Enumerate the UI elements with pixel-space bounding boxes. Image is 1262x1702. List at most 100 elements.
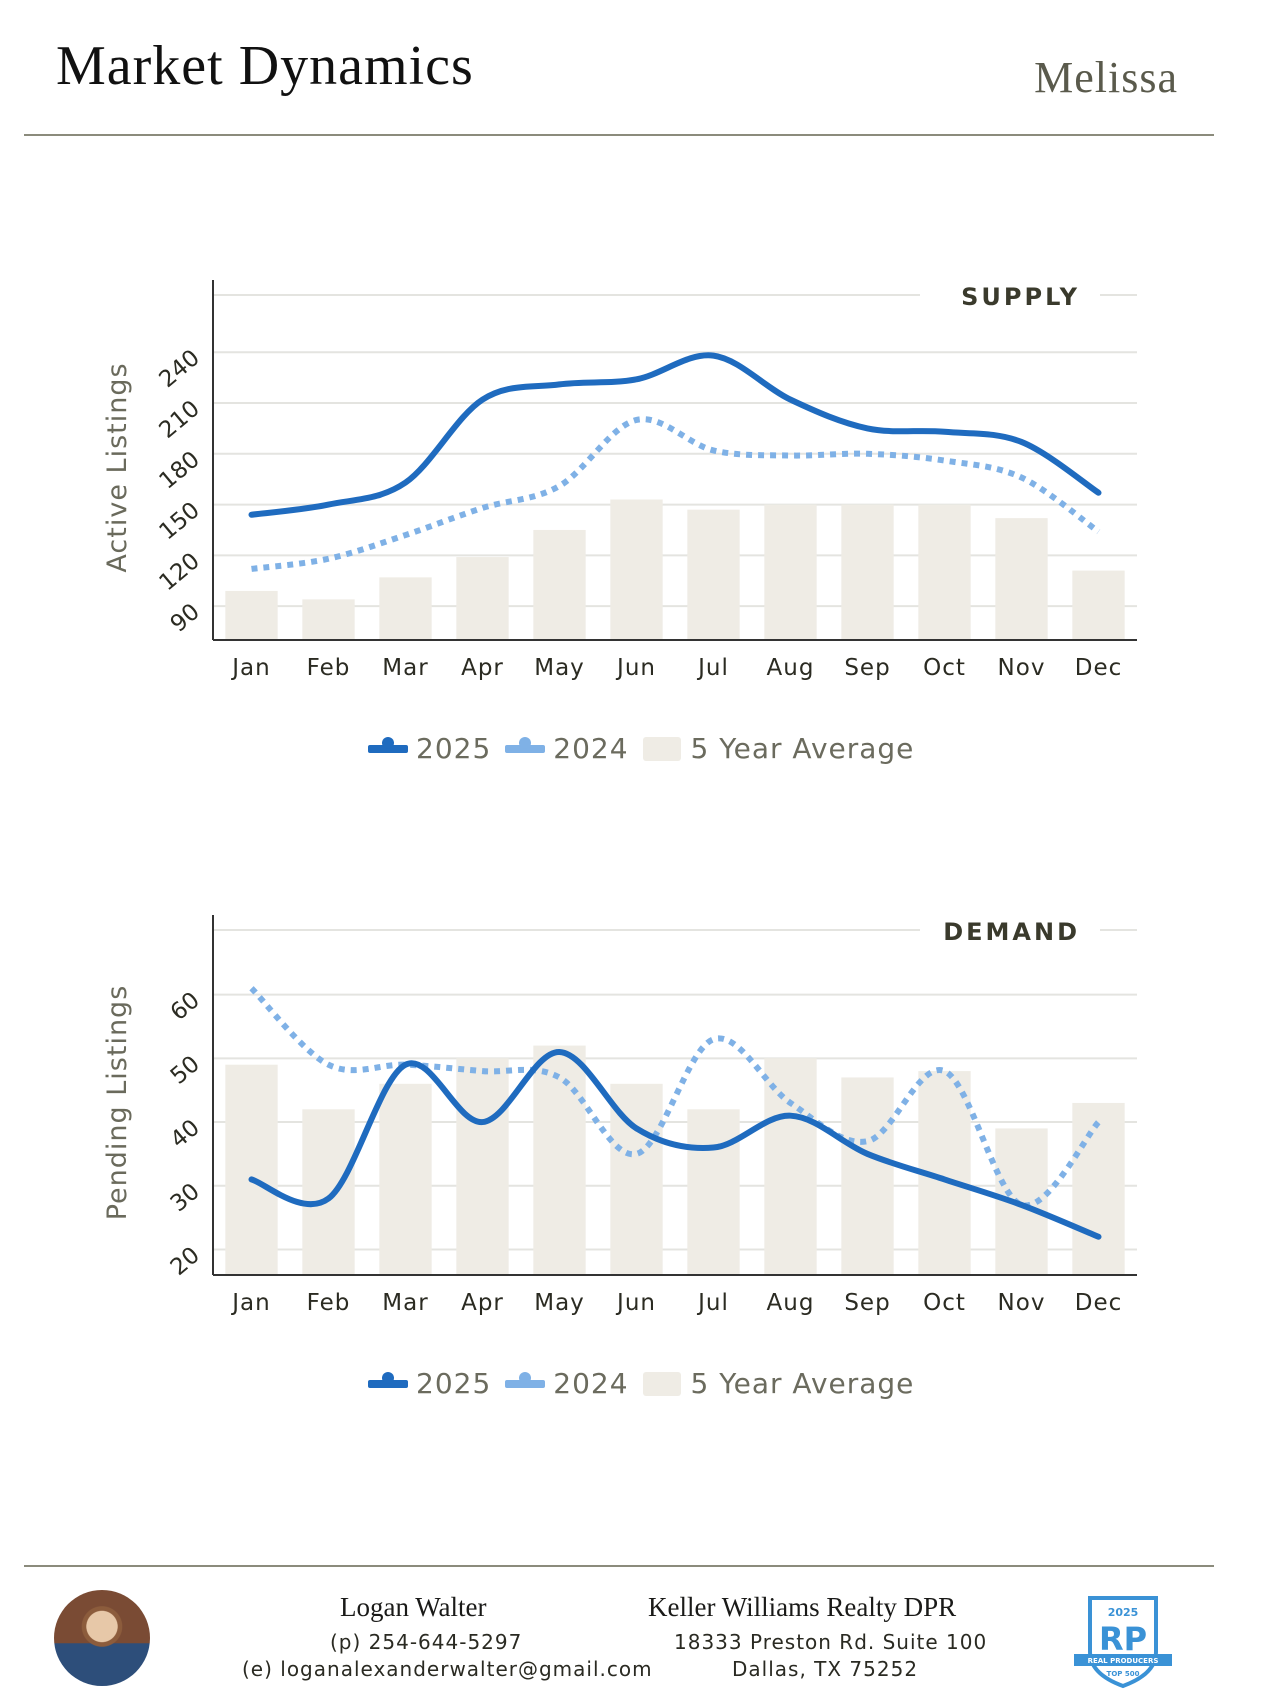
legend-swatch-avg — [642, 1371, 681, 1396]
y-tick-label: 120 — [155, 548, 205, 596]
y-tick-label: 90 — [166, 599, 205, 638]
section-title-bg — [920, 915, 1100, 950]
legend-swatch-2024 — [505, 1371, 546, 1388]
legend-item-2024: 2024 — [505, 732, 628, 765]
bar-5yr-avg — [687, 509, 740, 640]
x-tick-label: Apr — [461, 655, 504, 680]
x-tick-label: Sep — [844, 1290, 890, 1315]
bar-5yr-avg — [1072, 570, 1125, 640]
x-tick-label: Aug — [767, 655, 815, 680]
firm-address-line1: 18333 Preston Rd. Suite 100 — [674, 1630, 988, 1654]
demand-chart-svg: 20 30 40 50 60 DEMAND Jan Feb Mar Apr May Jun Jul Aug… — [102, 915, 1137, 1315]
y-tick-label: 210 — [155, 396, 205, 444]
bar-5yr-avg — [379, 577, 432, 640]
x-tick-label: Jul — [696, 1290, 729, 1315]
bar-5yr-avg — [764, 504, 817, 640]
real-producers-badge-icon: 2025 RP REAL PRODUCERS TOP 500 — [1074, 1596, 1172, 1689]
x-tick-label: Mar — [382, 655, 428, 680]
y-axis-label: Pending Listings — [102, 985, 133, 1221]
legend-label-2024: 2024 — [553, 732, 629, 765]
bar-5yr-avg — [918, 504, 971, 640]
page-title: Market Dynamics — [56, 35, 474, 97]
x-tick-label: Feb — [307, 1290, 351, 1315]
legend-label-2025: 2025 — [416, 732, 492, 765]
line-2024 — [251, 416, 1101, 572]
bar-5yr-avg — [841, 504, 894, 640]
line-2025 — [248, 352, 1102, 518]
bar-5yr-avg — [225, 1064, 278, 1275]
x-tick-label: Oct — [923, 1290, 966, 1315]
section-title: DEMAND — [943, 918, 1080, 946]
agent-email: (e) loganalexanderwalter@gmail.com — [242, 1657, 653, 1681]
x-tick-label: Feb — [307, 655, 351, 680]
demand-legend: 2025 2024 5 Year Average — [368, 1367, 928, 1400]
x-tick-label: May — [534, 655, 585, 680]
y-tick-label: 240 — [155, 345, 205, 393]
city-name: Melissa — [1034, 53, 1178, 102]
bar-5yr-avg — [610, 499, 663, 640]
header-divider — [24, 134, 1214, 136]
badge-year: 2025 — [1108, 1606, 1139, 1619]
firm-name: Keller Williams Realty DPR — [648, 1592, 957, 1622]
section-title: SUPPLY — [961, 283, 1080, 311]
x-tick-label: Apr — [461, 1290, 504, 1315]
x-tick-label: Nov — [998, 1290, 1046, 1315]
y-tick-label: 60 — [166, 987, 205, 1026]
bar-5yr-avg — [687, 1109, 740, 1275]
legend-swatch-avg — [642, 736, 681, 761]
supply-chart: 90 120 150 180 210 240 SUPPLY Jan Feb Mar Apr May Ju… — [0, 280, 1262, 680]
y-tick-label: 50 — [166, 1051, 205, 1090]
legend-swatch-2024 — [505, 736, 546, 753]
y-tick-label: 30 — [166, 1178, 205, 1217]
y-tick-label: 150 — [155, 497, 205, 545]
x-tick-label: Oct — [923, 655, 966, 680]
firm-address-line2: Dallas, TX 75252 — [732, 1657, 919, 1681]
legend-item-2025: 2025 — [368, 1367, 491, 1400]
legend-label-avg: 5 Year Average — [690, 1367, 915, 1400]
y-axis-label: Active Listings — [102, 362, 133, 572]
legend-label-2025: 2025 — [416, 1367, 492, 1400]
bar-5yr-avg — [456, 1058, 509, 1275]
x-tick-label: Jan — [230, 1290, 270, 1315]
footer-divider — [24, 1565, 1214, 1567]
bar-5yr-avg — [841, 1077, 894, 1275]
agent-avatar — [54, 1590, 150, 1686]
agent-phone: (p) 254-644-5297 — [330, 1630, 523, 1654]
x-tick-label: Mar — [382, 1290, 428, 1315]
bar-5yr-avg — [379, 1083, 432, 1275]
x-tick-label: Aug — [767, 1290, 815, 1315]
x-tick-label: Dec — [1075, 1290, 1123, 1315]
x-tick-label: Sep — [844, 655, 890, 680]
x-tick-label: Jun — [615, 655, 656, 680]
legend-item-2025: 2025 — [368, 732, 491, 765]
badge-mark: RP — [1099, 1620, 1147, 1658]
x-tick-label: Nov — [998, 655, 1046, 680]
bar-5yr-avg — [1072, 1102, 1125, 1275]
x-tick-label: Dec — [1075, 655, 1123, 680]
demand-chart: 20 30 40 50 60 DEMAND Jan Feb Mar Apr May Jun Jul Aug… — [0, 915, 1262, 1315]
y-tick-label: 20 — [166, 1242, 205, 1281]
x-tick-label: Jan — [230, 655, 270, 680]
y-tick-label: 180 — [155, 446, 205, 494]
bar-5yr-avg — [533, 529, 586, 640]
legend-item-avg: 5 Year Average — [642, 732, 915, 765]
x-tick-label: May — [534, 1290, 585, 1315]
agent-name: Logan Walter — [340, 1592, 487, 1622]
bar-5yr-avg — [225, 590, 278, 640]
badge-line2: TOP 500 — [1107, 1670, 1140, 1678]
bar-5yr-avg — [302, 599, 355, 640]
bar-5yr-avg — [995, 518, 1048, 640]
legend-item-2024: 2024 — [505, 1367, 628, 1400]
bar-5yr-avg — [456, 557, 509, 640]
legend-label-avg: 5 Year Average — [690, 732, 915, 765]
bar-5yr-avg — [302, 1109, 355, 1275]
line-2025 — [248, 1048, 1102, 1240]
legend-swatch-2025 — [368, 736, 408, 753]
section-title-bg — [920, 280, 1100, 315]
legend-swatch-2025 — [368, 1371, 408, 1388]
badge-line1: REAL PRODUCERS — [1088, 1657, 1159, 1665]
x-tick-label: Jun — [615, 1290, 656, 1315]
bar-5yr-avg — [533, 1045, 586, 1275]
footer: Logan Walter (p) 254-644-5297 (e) logana… — [0, 1580, 1262, 1702]
